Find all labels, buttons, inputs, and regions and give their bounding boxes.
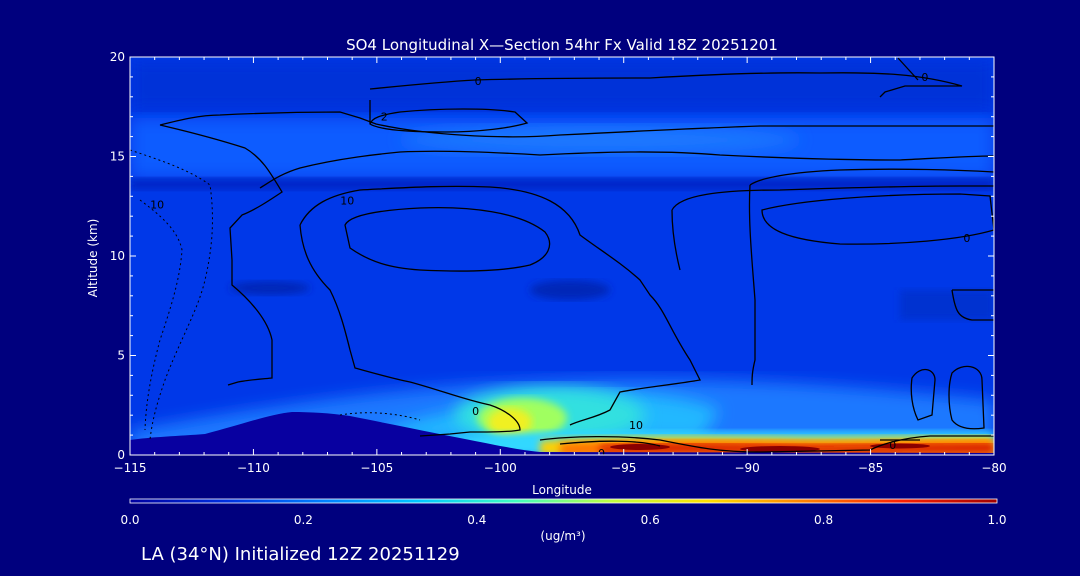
y-tick-label: 15 xyxy=(110,150,125,164)
contour-label: 0 xyxy=(475,75,482,88)
contour-2-left-loop xyxy=(159,124,283,386)
contour-10-inner xyxy=(344,207,551,272)
y-axis-label: Altitude (km) xyxy=(86,219,100,298)
plot-area: 0 0 2 10 10 0 0 10 0 0 xyxy=(130,57,994,460)
contour-10-left xyxy=(299,224,521,437)
x-tick-label: −100 xyxy=(484,461,517,475)
field-mid-dark-patch-1 xyxy=(230,281,310,295)
contour-label: 0 xyxy=(889,439,896,452)
x-tick-label: −115 xyxy=(114,461,147,475)
contour-right-outer xyxy=(749,168,994,186)
colorbar-tick-label: 0.0 xyxy=(120,513,139,527)
contour-10-mid xyxy=(299,185,701,426)
contour-label: 0 xyxy=(598,447,605,460)
field-surface-darkred-1 xyxy=(610,444,670,450)
terrain xyxy=(130,412,994,455)
x-tick-label: −80 xyxy=(981,461,1006,475)
colorbar-tick-label: 0.4 xyxy=(467,513,486,527)
contour-small-1 xyxy=(910,368,936,421)
contour-label: 0 xyxy=(472,405,479,418)
contour-label: 10 xyxy=(150,198,164,211)
contour-right-mid xyxy=(748,184,756,386)
field-upper-dark-band xyxy=(130,60,994,110)
contour-2-outer xyxy=(159,111,994,138)
contour-labels: 0 0 2 10 10 0 0 10 0 0 xyxy=(150,71,970,460)
contours-dashed xyxy=(130,149,421,441)
contour-surface-0 xyxy=(539,435,994,453)
colorbar-tick-label: 0.6 xyxy=(641,513,660,527)
field-surface-darkred-3 xyxy=(870,443,930,449)
colorbar-units: (ug/m³) xyxy=(540,529,585,543)
contour-right-inner xyxy=(671,185,994,271)
y-tick-label: 5 xyxy=(117,349,125,363)
field-right-mid-layer xyxy=(900,290,994,320)
field-upper-bright xyxy=(400,126,800,154)
x-axis-label: Longitude xyxy=(532,483,592,497)
contour-surface-inner xyxy=(559,439,920,447)
contour-label: 10 xyxy=(629,419,643,432)
field-plume-core xyxy=(488,408,532,436)
contour-label: 0 xyxy=(921,71,928,84)
x-axis: −115 −110 −105 −100 −95 −90 −85 −80 xyxy=(114,57,1007,475)
contour-dashed-left-1 xyxy=(130,149,213,441)
y-tick-label: 0 xyxy=(117,448,125,462)
field-mid-dark-patch-2 xyxy=(530,280,610,300)
contour-right-low xyxy=(951,289,994,321)
contour-top-0 xyxy=(369,72,963,98)
contour-top-right xyxy=(897,57,919,81)
field-mid-dark-band xyxy=(130,178,994,190)
colorbar-ticks: 0.0 0.2 0.4 0.6 0.8 1.0 xyxy=(120,513,1006,527)
colorbar-tick-label: 0.8 xyxy=(814,513,833,527)
colorbar-tick-label: 1.0 xyxy=(987,513,1006,527)
x-tick-label: −105 xyxy=(360,461,393,475)
x-tick-label: −110 xyxy=(237,461,270,475)
contours xyxy=(159,57,994,453)
contour-label: 2 xyxy=(381,111,388,124)
contour-label: 10 xyxy=(340,194,354,207)
y-tick-label: 10 xyxy=(110,249,125,263)
x-tick-label: −95 xyxy=(611,461,636,475)
chart-title: SO4 Longitudinal X—Section 54hr Fx Valid… xyxy=(346,36,778,54)
x-tick-label: −90 xyxy=(734,461,759,475)
contour-small-2 xyxy=(948,365,985,430)
x-tick-label: −85 xyxy=(858,461,883,475)
contour-10-upper xyxy=(259,150,994,189)
contour-label: 0 xyxy=(963,232,970,245)
contour-right-lens xyxy=(761,193,994,245)
contour-2-lens xyxy=(369,100,529,133)
colorbar xyxy=(129,498,998,504)
footer-caption: LA (34°N) Initialized 12Z 20251129 xyxy=(141,544,460,565)
colorbar-tick-label: 0.2 xyxy=(294,513,313,527)
field-surface-darkred-2 xyxy=(740,446,820,452)
y-tick-label: 20 xyxy=(110,50,125,64)
